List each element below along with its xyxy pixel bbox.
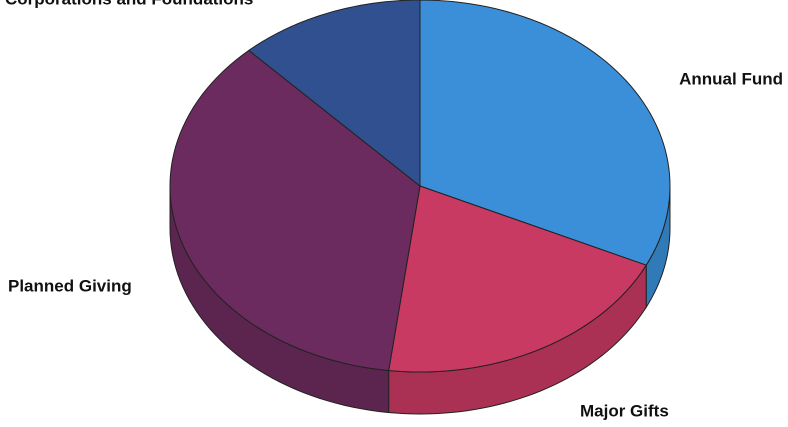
slice [419, 0, 671, 266]
slice-label: Major Gifts [580, 401, 669, 420]
slice-label: Corporations and Foundations [5, 0, 253, 8]
slice-label: Planned Giving [8, 276, 132, 295]
slice-label: Annual Fund [679, 69, 783, 88]
slice [169, 49, 421, 372]
slice [388, 185, 647, 373]
slice [248, 0, 421, 188]
